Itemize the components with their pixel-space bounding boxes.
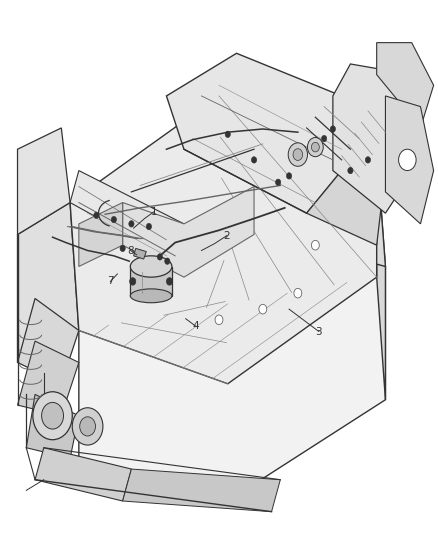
Polygon shape xyxy=(307,96,385,245)
Circle shape xyxy=(215,315,223,325)
Polygon shape xyxy=(134,248,146,259)
Text: 8: 8 xyxy=(127,246,134,255)
Circle shape xyxy=(293,149,303,160)
Polygon shape xyxy=(18,298,79,384)
Text: 4: 4 xyxy=(192,321,199,331)
Circle shape xyxy=(330,126,336,132)
Polygon shape xyxy=(377,43,434,128)
Polygon shape xyxy=(79,224,385,501)
Circle shape xyxy=(111,216,117,223)
Polygon shape xyxy=(219,96,385,266)
Polygon shape xyxy=(79,203,123,266)
Polygon shape xyxy=(123,187,254,277)
Circle shape xyxy=(288,143,307,166)
Circle shape xyxy=(33,392,72,440)
Circle shape xyxy=(80,417,95,436)
Polygon shape xyxy=(18,203,79,362)
Ellipse shape xyxy=(130,256,172,277)
Circle shape xyxy=(146,223,152,230)
Circle shape xyxy=(276,179,281,185)
Circle shape xyxy=(165,258,170,264)
Polygon shape xyxy=(123,469,280,512)
Text: 1: 1 xyxy=(151,207,158,216)
Circle shape xyxy=(130,278,136,285)
Polygon shape xyxy=(18,341,79,416)
Polygon shape xyxy=(385,96,434,224)
Circle shape xyxy=(120,245,125,252)
Polygon shape xyxy=(70,96,377,384)
Circle shape xyxy=(399,149,416,171)
Circle shape xyxy=(251,157,257,163)
Circle shape xyxy=(311,142,319,152)
Polygon shape xyxy=(26,394,79,458)
Circle shape xyxy=(94,212,99,219)
Circle shape xyxy=(225,131,230,138)
Circle shape xyxy=(42,402,64,429)
Text: 3: 3 xyxy=(315,327,322,336)
Text: 2: 2 xyxy=(223,231,230,240)
Circle shape xyxy=(311,240,319,250)
Circle shape xyxy=(307,138,323,157)
Circle shape xyxy=(72,408,103,445)
Circle shape xyxy=(259,304,267,314)
Polygon shape xyxy=(377,149,385,400)
Text: 7: 7 xyxy=(107,277,114,286)
Circle shape xyxy=(129,221,134,227)
Circle shape xyxy=(321,135,327,142)
Circle shape xyxy=(166,278,173,285)
Polygon shape xyxy=(333,64,420,213)
Polygon shape xyxy=(18,128,70,235)
Circle shape xyxy=(294,288,302,298)
Polygon shape xyxy=(166,53,342,213)
Circle shape xyxy=(138,250,143,256)
Polygon shape xyxy=(70,171,184,256)
Polygon shape xyxy=(35,448,131,501)
Circle shape xyxy=(157,254,162,260)
Ellipse shape xyxy=(130,289,172,303)
Circle shape xyxy=(348,167,353,174)
Circle shape xyxy=(365,157,371,163)
Polygon shape xyxy=(131,267,172,296)
Circle shape xyxy=(286,173,292,179)
